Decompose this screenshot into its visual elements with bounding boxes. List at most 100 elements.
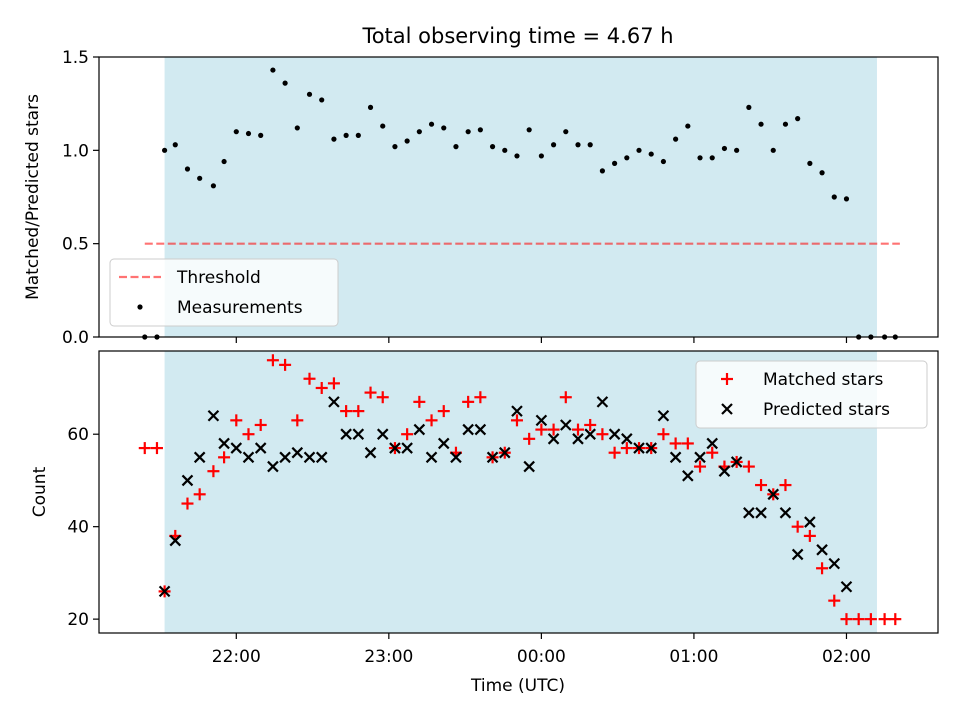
predicted-star-point — [340, 428, 352, 440]
predicted-star-point — [315, 451, 328, 464]
matched-star-point — [462, 395, 475, 408]
matched-star-point — [596, 428, 609, 441]
matched-star-point — [193, 488, 206, 501]
measurement-point — [746, 104, 752, 110]
legend-measurements-label: Measurements — [177, 298, 303, 318]
predicted-star-point — [718, 465, 731, 477]
measurement-point — [636, 147, 642, 153]
matched-star-point — [608, 446, 621, 459]
matched-star-point — [425, 414, 438, 427]
measurement-point — [502, 147, 508, 153]
matched-star-point — [559, 391, 572, 404]
predicted-star-point — [694, 451, 706, 464]
bottom-panel: 20 40 60 22:00 23:00 00:00 01:00 02:00 Count T… — [30, 350, 939, 696]
measurement-point — [587, 142, 593, 148]
legend-matched-label: Matched stars — [763, 370, 883, 390]
predicted-star-point — [560, 419, 572, 431]
measurement-point — [648, 151, 654, 157]
matched-star-point — [474, 391, 487, 404]
legend-measurements-swatch — [137, 304, 143, 310]
predicted-star-point — [706, 437, 719, 450]
predicted-star-point — [804, 516, 816, 528]
matched-star-point — [303, 372, 316, 385]
matched-star-point — [816, 562, 829, 575]
matched-star-point — [437, 405, 450, 418]
matched-star-point — [535, 423, 548, 436]
measurement-point — [599, 168, 606, 174]
measurement-point — [795, 116, 801, 122]
measurement-point — [306, 91, 313, 97]
measurement-point — [624, 155, 630, 161]
predicted-star-point — [584, 428, 596, 440]
predicted-star-point — [303, 451, 316, 464]
matched-star-point — [510, 414, 523, 427]
predicted-star-point — [486, 451, 499, 464]
matched-star-point — [706, 446, 719, 459]
predicted-star-point — [669, 451, 682, 464]
measurement-point — [465, 129, 471, 135]
matched-star-point — [779, 479, 792, 492]
y-tick-label: 1.0 — [62, 141, 89, 161]
bottom-axes-frame — [98, 350, 939, 634]
measurement-point — [441, 125, 447, 131]
matched-star-point — [138, 442, 151, 455]
predicted-star-point — [498, 446, 511, 459]
predicted-star-point — [596, 396, 609, 408]
measurement-point — [660, 158, 667, 165]
top-axes-frame — [98, 56, 939, 338]
predicted-star-point — [158, 585, 171, 598]
predicted-star-point — [816, 544, 828, 556]
predicted-star-point — [242, 451, 255, 464]
matched-star-point — [547, 423, 560, 436]
matched-star-point — [681, 437, 694, 450]
matched-star-point — [878, 613, 891, 626]
predicted-star-point — [791, 548, 804, 561]
top-panel: 0.0 0.5 1.0 1.5 Matched/Predicted stars Thr… — [23, 48, 939, 348]
predicted-star-point — [608, 428, 621, 440]
x-tick-label: 00:00 — [517, 647, 566, 667]
measurement-point — [233, 129, 239, 135]
matched-star-point — [657, 428, 670, 441]
predicted-star-point — [462, 423, 474, 436]
measurement-point — [819, 170, 825, 176]
y-tick-label: 40 — [67, 518, 89, 538]
predicted-star-point — [633, 442, 645, 454]
predicted-star-point — [218, 437, 230, 450]
matched-star-point — [864, 613, 877, 626]
predicted-star-point — [230, 442, 243, 454]
matched-star-point — [852, 613, 865, 626]
measurement-point — [673, 136, 679, 142]
predicted-star-point — [523, 460, 535, 473]
measurement-point — [734, 147, 740, 153]
measurement-point — [514, 153, 520, 159]
y-tick-label: 60 — [67, 425, 89, 445]
matched-star-point — [803, 529, 816, 542]
measurement-point — [477, 127, 483, 133]
matched-star-point — [694, 460, 707, 473]
predicted-star-point — [389, 442, 401, 454]
measurement-point — [367, 104, 374, 110]
predicted-star-point — [511, 405, 523, 417]
predicted-star-point — [181, 474, 194, 487]
matched-star-point — [791, 520, 804, 533]
matched-star-point — [840, 613, 853, 626]
x-axis-label: Time (UTC) — [470, 676, 565, 696]
predicted-star-point — [535, 414, 548, 427]
measurement-point — [807, 160, 813, 166]
measurement-point — [184, 166, 191, 172]
predicted-star-point — [254, 442, 267, 454]
measurement-point — [782, 121, 789, 127]
measurement-point — [161, 147, 168, 153]
x-tick-label: 02:00 — [822, 647, 871, 667]
measurement-point — [380, 123, 386, 129]
predicted-stars-points — [158, 396, 853, 598]
matched-star-point — [279, 358, 292, 371]
measurement-point — [563, 129, 569, 135]
measurement-point — [831, 194, 837, 200]
measurement-point — [526, 127, 532, 133]
matched-star-point — [218, 451, 231, 464]
measurement-point — [416, 129, 422, 135]
matched-star-point — [413, 395, 426, 408]
predicted-star-point — [474, 423, 487, 436]
x-tick-label: 23:00 — [364, 647, 413, 667]
